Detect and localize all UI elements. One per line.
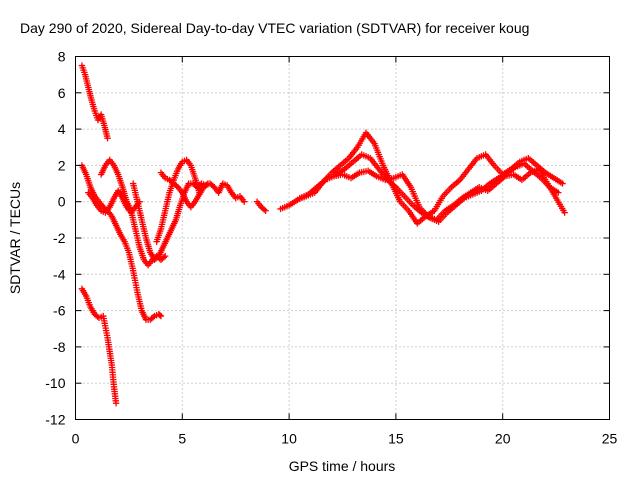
x-tick-label: 20: [495, 431, 511, 447]
chart-title: Day 290 of 2020, Sidereal Day-to-day VTE…: [20, 20, 529, 36]
data-point: [561, 209, 568, 216]
series-track-8: [157, 169, 212, 211]
y-tick-label: 6: [58, 85, 66, 101]
series-track-9: [253, 198, 269, 214]
x-tick-label: 5: [178, 431, 186, 447]
data-point: [173, 182, 180, 190]
y-tick-label: -4: [53, 266, 66, 282]
y-tick-label: -10: [45, 375, 65, 391]
plot-series: [78, 62, 568, 407]
data-point: [260, 206, 268, 213]
y-tick-label: -12: [45, 412, 65, 428]
data-point: [204, 180, 212, 187]
series-track-1: [78, 62, 111, 142]
data-point: [112, 399, 120, 407]
data-point: [209, 182, 217, 190]
x-axis-label: GPS time / hours: [289, 458, 396, 474]
data-point: [160, 254, 167, 261]
y-tick-label: 2: [58, 157, 66, 173]
y-tick-label: -6: [53, 303, 66, 319]
y-tick-label: -2: [53, 230, 66, 246]
x-tick-label: 0: [72, 431, 80, 447]
data-point: [162, 252, 169, 260]
y-tick-label: 8: [58, 49, 66, 65]
data-point: [262, 207, 269, 214]
y-axis-label: SDTVAR / TECUs: [7, 182, 23, 294]
data-point: [203, 181, 210, 188]
x-tick-label: 25: [602, 431, 618, 447]
y-tick-label: 4: [58, 121, 66, 137]
data-point: [149, 314, 157, 321]
data-point: [104, 134, 111, 142]
series-track-3: [78, 285, 120, 407]
x-tick-label: 15: [388, 431, 404, 447]
axes: 0 5 10 15 20 25 -12 -10 -8 -6 -4 -2 0 2 4 6 8: [45, 49, 617, 447]
data-point: [555, 189, 562, 196]
y-tick-label: 0: [58, 194, 66, 210]
x-tick-label: 10: [281, 431, 297, 447]
data-point: [157, 312, 165, 320]
data-point: [559, 180, 566, 187]
series-track-12: [332, 151, 562, 225]
data-point: [156, 311, 164, 319]
data-point: [241, 198, 248, 205]
y-tick-label: -8: [53, 339, 66, 355]
